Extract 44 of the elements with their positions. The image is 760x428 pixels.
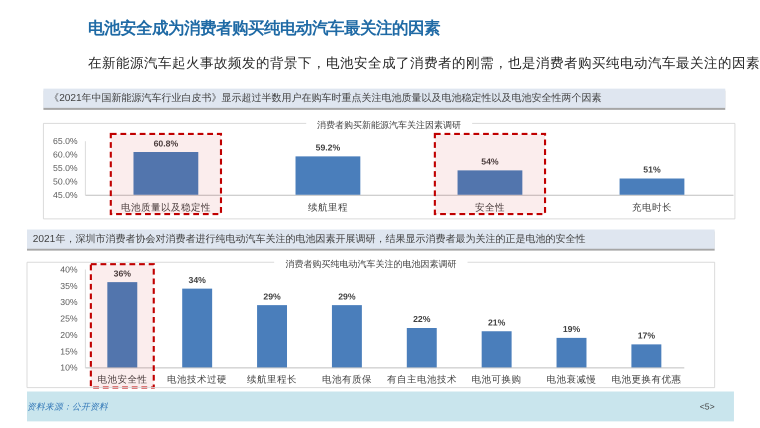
y-tick-label: 50.0% <box>53 176 78 187</box>
data-label: 29% <box>338 291 356 302</box>
data-label: 54% <box>481 156 499 167</box>
y-tick-label: 15% <box>60 346 78 356</box>
x-tick-label: 充电时长 <box>632 202 672 214</box>
data-label: 29% <box>263 291 282 302</box>
x-tick-label: 续航里程长 <box>247 373 298 386</box>
x-tick-label: 续航里程 <box>308 202 348 214</box>
x-tick-label: 电池有质保 <box>322 373 372 386</box>
chart-title: 消费者购买新能源汽车关注因素调研 <box>317 120 462 130</box>
y-tick-label: 25% <box>60 314 78 324</box>
x-tick-label: 有自主电池技术 <box>386 373 457 386</box>
y-tick-label: 30% <box>60 297 78 308</box>
x-tick-label: 电池更换有优惠 <box>611 373 682 386</box>
x-tick-label: 电池质量以及稳定性 <box>120 202 211 214</box>
data-label: 51% <box>643 164 661 175</box>
data-label: 59.2% <box>316 142 340 153</box>
y-tick-label: 35% <box>60 280 78 291</box>
x-tick-label: 电池衰减慢 <box>546 373 597 386</box>
y-tick-label: 45.0% <box>53 190 78 200</box>
x-tick-label: 安全性 <box>474 202 505 214</box>
chart-title: 消费者购买纯电动汽车关注的电池因素调研 <box>285 259 456 270</box>
text: 2021年，深圳市消费者协会对消费者进行纯电动汽车关注的电池因素开展调研，结果显示消费者最为关注的正是电池的安全性 <box>32 232 586 245</box>
data-label: 60.8% <box>154 138 178 148</box>
text: 《2021年中国新能源汽车行业白皮书》显示超过半数用户在购车时重点关注电池质量以及电池稳定性以及电池安全性两个因素 <box>49 92 602 104</box>
text: 在新能源汽车起火事故频发的背景下，电池安全成了消费者的刚需，也是消费者购买纯电动汽车最关注的因素 <box>88 55 760 70</box>
y-tick-label: 10% <box>60 362 78 373</box>
x-tick-label: 电池技术过硬 <box>167 373 228 386</box>
text: 电池安全成为消费者购买纯电动汽车最关注的因素 <box>88 18 440 38</box>
data-label: 19% <box>562 324 580 334</box>
y-tick-label: 65.0% <box>53 136 78 146</box>
y-tick-label: 55.0% <box>53 163 78 174</box>
data-label: 22% <box>413 314 431 324</box>
text: <5> <box>700 401 715 412</box>
y-tick-label: 60.0% <box>53 150 78 160</box>
text: 资料来源：公开资料 <box>27 401 108 412</box>
data-label: 34% <box>188 274 206 285</box>
y-tick-label: 20% <box>60 330 78 340</box>
x-tick-label: 电池安全性 <box>97 373 148 386</box>
x-tick-label: 电池可换购 <box>472 373 522 386</box>
y-tick-label: 40% <box>60 264 78 274</box>
data-label: 17% <box>638 330 656 341</box>
data-label: 36% <box>114 268 132 278</box>
data-label: 21% <box>488 318 506 328</box>
